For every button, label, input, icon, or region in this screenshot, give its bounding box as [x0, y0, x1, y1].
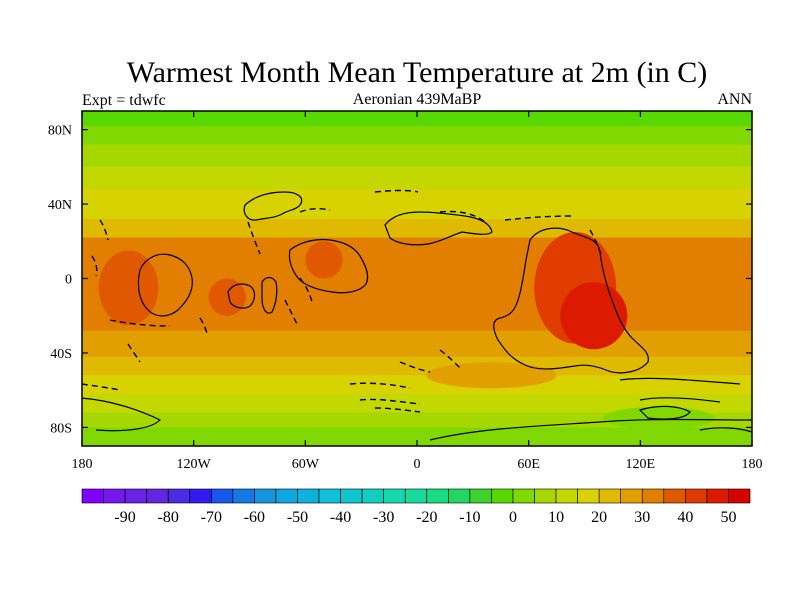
colorbar-swatch-26	[641, 488, 665, 504]
colorbar-swatch-1	[103, 488, 126, 504]
colorbar-swatch-15	[404, 488, 428, 504]
colorbar-label: 10	[548, 509, 564, 526]
lon-tick-label: 60E	[517, 457, 540, 472]
colorbar-label: -10	[459, 509, 480, 526]
lon-tick-label: 180	[742, 457, 763, 472]
colorbar-swatch-23	[577, 488, 600, 504]
colorbar-label: 50	[720, 509, 736, 526]
landmass-baltica	[384, 211, 493, 246]
colorbar-swatch-7	[232, 488, 255, 504]
field-region-2	[98, 250, 159, 326]
colorbar-swatch-9	[275, 488, 298, 504]
colorbar-swatch-10	[297, 488, 320, 504]
landmass-small-island-1	[227, 283, 256, 309]
colorbar-label: 40	[677, 509, 693, 526]
colorbar-label: 20	[591, 509, 607, 526]
zonal-band-2	[82, 144, 752, 168]
colorbar-swatch-24	[598, 488, 622, 504]
lat-tick-label: 80N	[48, 124, 72, 139]
zonal-band-0	[82, 111, 752, 127]
zonal-band-8	[82, 356, 752, 376]
colorbar-swatch-21	[534, 488, 557, 504]
colorbar-label: -60	[244, 509, 265, 526]
coastlines	[82, 191, 752, 441]
colorbar-swatch-2	[124, 488, 147, 504]
figure-title: Warmest Month Mean Temperature at 2m (in…	[127, 56, 708, 89]
colorbar-swatch-27	[663, 488, 686, 504]
colorbar-swatch-11	[318, 488, 341, 504]
colorbar-swatch-8	[254, 488, 277, 504]
colorbar-swatch-20	[512, 488, 535, 504]
colorbar-swatch-19	[491, 488, 514, 504]
colorbar-swatch-3	[146, 488, 169, 504]
colorbar-label: -50	[287, 509, 308, 526]
zonal-band-11	[82, 412, 752, 428]
colorbar-swatch-12	[340, 488, 363, 504]
zonal-band-6	[82, 237, 752, 332]
colorbar-swatch-29	[706, 488, 729, 504]
colorbar-swatch-5	[189, 488, 212, 504]
lon-tick-label: 60W	[292, 457, 320, 472]
colorbar-swatch-30	[728, 488, 751, 504]
field-region-4	[305, 241, 343, 279]
colorbar-swatch-14	[383, 488, 406, 504]
lon-tick-label: 120W	[177, 457, 212, 472]
landmass-arctic-ring	[82, 377, 752, 441]
field-region-5	[426, 362, 557, 389]
colorbar-swatch-4	[167, 488, 191, 504]
landmass-siberia	[288, 238, 369, 294]
zonal-band-3	[82, 166, 752, 190]
zonal-band-4	[82, 189, 752, 220]
colorbar-swatch-16	[426, 488, 449, 504]
colorbar-swatch-25	[620, 488, 643, 504]
colorbar-label: -20	[416, 509, 437, 526]
zonal-band-10	[82, 393, 752, 413]
lat-tick-label: 40N	[48, 198, 72, 213]
zonal-band-5	[82, 218, 752, 239]
left-subtitle: Expt = tdwfc	[82, 92, 166, 109]
colorbar-swatch-0	[81, 488, 104, 504]
zonal-band-9	[82, 375, 752, 395]
zonal-band-7	[82, 330, 752, 358]
colorbar-label: -30	[373, 509, 394, 526]
temperature-field	[82, 111, 752, 446]
map-axes: 180 120W 60W 0 60E 120E 180 80N 40N 0 40S 80S	[48, 111, 763, 472]
colorbar-label: 30	[634, 509, 650, 526]
colorbar-label: -80	[158, 509, 179, 526]
zonal-band-12	[82, 427, 752, 446]
colorbar: -90 -80 -70 -60 -50 -40 -30 -20 -10 0 10 20 30 40 50	[81, 488, 751, 526]
colorbar-label: -70	[201, 509, 222, 526]
landmass-north-laurentia	[243, 191, 303, 221]
colorbar-swatch-28	[685, 488, 708, 504]
lon-tick-label: 0	[414, 457, 421, 472]
zonal-band-1	[82, 125, 752, 145]
colorbar-swatch-13	[361, 488, 384, 504]
lat-tick-label: 0	[65, 273, 72, 288]
colorbar-label: -40	[330, 509, 351, 526]
colorbar-label: 0	[509, 509, 517, 526]
landmass-small-island-2	[261, 276, 278, 314]
colorbar-swatch-18	[469, 488, 492, 504]
colorbar-label: -90	[114, 509, 135, 526]
coastline-dashed	[82, 189, 603, 413]
colorbar-swatch-17	[448, 488, 471, 504]
center-subtitle: Aeronian 439MaBP	[353, 91, 482, 108]
lat-tick-label: 80S	[50, 421, 72, 436]
landmass-south-islands	[638, 405, 752, 433]
field-region-6	[603, 406, 715, 430]
right-subtitle: ANN	[717, 91, 752, 108]
landmass-west-island	[137, 253, 193, 317]
colorbar-swatch-22	[555, 488, 578, 504]
lat-tick-label: 40S	[50, 347, 72, 362]
lon-tick-label: 180	[72, 457, 93, 472]
field-region-1	[560, 282, 628, 350]
lon-tick-label: 120E	[626, 457, 656, 472]
colorbar-swatch-6	[210, 488, 234, 504]
